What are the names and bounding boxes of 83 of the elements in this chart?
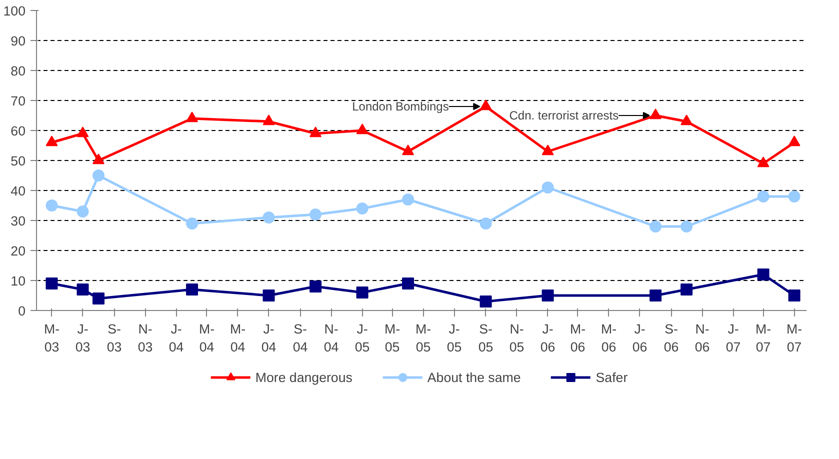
point <box>356 202 368 214</box>
point <box>402 278 414 290</box>
y-tick-label: 0 <box>18 304 26 318</box>
point <box>650 220 662 232</box>
y-tick-label: 40 <box>10 184 26 198</box>
point <box>262 114 275 126</box>
x-tick-label: J- 05 <box>354 322 370 354</box>
x-tick-label: N- 06 <box>694 322 710 354</box>
y-tick-label: 60 <box>10 124 26 138</box>
y-tick-label: 70 <box>10 94 26 108</box>
y-tick-label: 90 <box>10 34 26 48</box>
point <box>262 212 275 224</box>
point <box>480 296 492 308</box>
legend-label: Safer <box>596 370 628 384</box>
x-tick-label: M- 03 <box>44 322 60 354</box>
x-tick-label: J- 07 <box>726 322 741 354</box>
legend-label: About the same <box>427 370 521 384</box>
x-tick-label: M- 04 <box>230 322 246 354</box>
point <box>76 284 89 296</box>
point <box>680 284 693 296</box>
point <box>680 114 693 126</box>
x-tick-label: M- 07 <box>756 322 772 354</box>
point <box>46 278 58 290</box>
point <box>46 200 58 212</box>
y-tick-label: 10 <box>10 274 26 288</box>
x-tick-label: J- 04 <box>261 322 277 354</box>
x-tick-label: S- 06 <box>664 322 679 354</box>
x-tick-label: J- 05 <box>446 322 462 354</box>
x-tick-label: S- 03 <box>106 322 122 354</box>
point <box>788 136 800 146</box>
y-tick-label: 80 <box>10 64 26 78</box>
point <box>92 154 105 164</box>
point <box>356 124 368 134</box>
x-tick-label: N- 03 <box>138 322 153 354</box>
point <box>402 194 414 206</box>
x-tick-label: J- 06 <box>632 322 648 354</box>
x-tick-label: S- 04 <box>292 322 308 354</box>
point <box>480 100 492 110</box>
point <box>186 284 198 296</box>
point <box>680 220 693 232</box>
point <box>310 208 322 220</box>
point <box>650 108 662 120</box>
x-tick-label: S- 05 <box>478 322 494 354</box>
point <box>356 286 368 298</box>
x-tick-label: J- 06 <box>540 322 556 354</box>
y-tick-label: 30 <box>10 214 26 228</box>
point <box>788 290 800 302</box>
x-tick-label: M- 06 <box>601 322 617 354</box>
annotation: London Bombings <box>352 100 449 114</box>
point <box>92 170 105 182</box>
point <box>542 182 554 194</box>
point <box>262 290 275 302</box>
legend-label: More dangerous <box>255 370 352 384</box>
point <box>76 206 89 218</box>
annotation: Cdn. terrorist arrests <box>509 108 619 122</box>
point <box>788 190 800 202</box>
x-tick-label: M- 05 <box>384 322 400 354</box>
point <box>186 218 198 230</box>
point <box>186 112 198 122</box>
point <box>757 268 770 280</box>
point <box>757 156 770 168</box>
point <box>402 144 414 156</box>
x-tick-label: M- 04 <box>198 322 215 354</box>
point <box>46 136 58 146</box>
point <box>650 290 662 302</box>
point <box>310 280 322 292</box>
point <box>542 290 554 302</box>
x-tick-label: J- 03 <box>75 322 90 354</box>
point <box>76 126 89 138</box>
point <box>757 190 770 202</box>
point <box>542 144 554 156</box>
point <box>92 292 105 304</box>
y-tick-label: 50 <box>10 154 26 168</box>
y-tick-label: 100 <box>3 4 26 18</box>
y-tick-label: 20 <box>10 244 26 258</box>
point <box>480 218 492 230</box>
point <box>310 126 322 138</box>
x-tick-label: N- 04 <box>324 322 340 354</box>
x-tick-label: M- 05 <box>416 322 432 354</box>
x-tick-label: N- 05 <box>509 322 524 354</box>
x-tick-label: M- 07 <box>786 322 802 354</box>
x-tick-label: J- 04 <box>168 322 184 354</box>
x-tick-label: M- 06 <box>570 322 586 354</box>
